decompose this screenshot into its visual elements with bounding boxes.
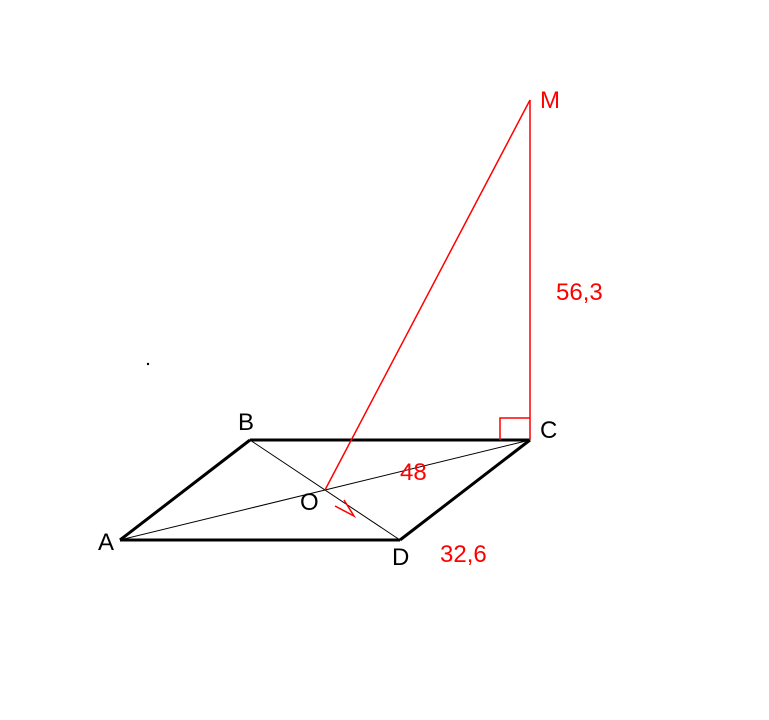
- label-M: M: [540, 87, 560, 114]
- value-32-6: 32,6: [440, 541, 487, 568]
- label-C: C: [540, 417, 557, 444]
- label-O: O: [300, 489, 319, 516]
- value-56-3: 56,3: [556, 279, 603, 306]
- label-A: A: [98, 529, 114, 556]
- label-B: B: [238, 409, 254, 436]
- canvas-bg: [0, 0, 769, 720]
- label-D: D: [392, 544, 409, 571]
- value-48: 48: [400, 459, 427, 486]
- stray-dot: [147, 363, 149, 365]
